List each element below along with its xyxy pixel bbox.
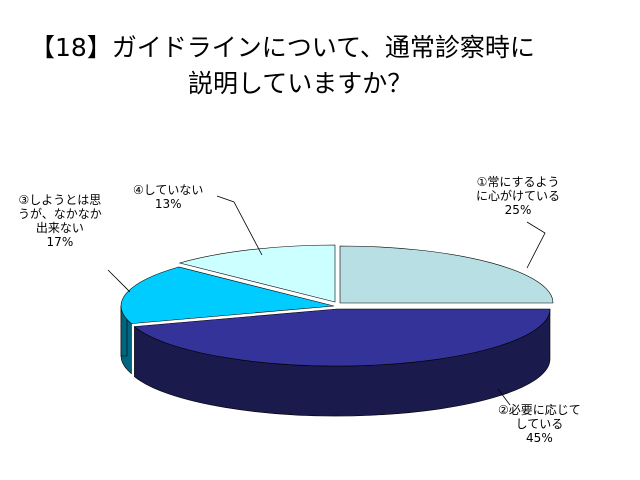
slice-label-always: ①常にするよう に心がけている 25% xyxy=(476,175,560,217)
chart-title: 【18】ガイドラインについて、通常診察時に 説明していますか？ xyxy=(30,30,630,102)
slice-label-not-doing: ④していない 13% xyxy=(133,183,203,211)
leader-line-1 xyxy=(497,388,511,406)
slice-label-cannot: ③しようとは思 うが、なかなか 出来ない 17% xyxy=(18,193,102,249)
pie-slice-0 xyxy=(339,245,554,304)
slice-label-line: 出来ない xyxy=(35,221,84,235)
slice-label-line: している xyxy=(515,417,564,431)
leader-line-0 xyxy=(526,221,546,269)
slice-label-line: に心がけている xyxy=(476,189,561,203)
slice-label-line: ①常にするよう xyxy=(476,175,560,189)
chart-title-line-1: 【18】ガイドラインについて、通常診察時に xyxy=(30,33,535,62)
slice-label-line: ②必要に応じて xyxy=(498,403,581,417)
slice-label-line: ④していない xyxy=(133,183,204,197)
slice-percent: 25% xyxy=(504,203,532,217)
leader-line-3 xyxy=(216,195,263,256)
slice-percent: 45% xyxy=(526,431,553,445)
slice-label-line: ③しようとは思 xyxy=(18,193,102,207)
slice-percent: 17% xyxy=(46,235,74,249)
pie-slice-3 xyxy=(178,244,336,303)
pie-slice-2 xyxy=(120,266,335,324)
slice-label-line: うが、なかなか xyxy=(18,207,102,221)
chart-title-line-2: 説明していますか？ xyxy=(188,69,413,98)
slice-percent: 13% xyxy=(154,197,182,211)
slice-label-as-needed: ②必要に応じて している 45% xyxy=(498,403,581,445)
pie-slice-1 xyxy=(133,308,551,367)
leader-line-2 xyxy=(107,269,131,293)
